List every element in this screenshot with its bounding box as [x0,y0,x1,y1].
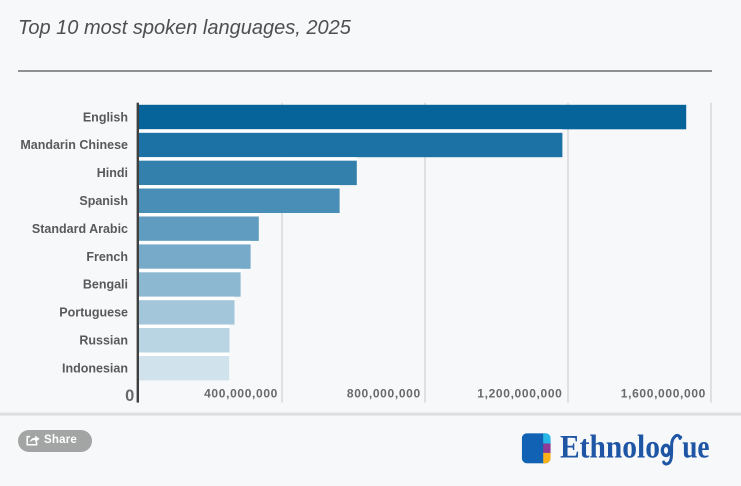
svg-text:Mandarin Chinese: Mandarin Chinese [20,138,128,152]
svg-text:Bengali: Bengali [83,278,128,292]
svg-text:Portuguese: Portuguese [59,306,128,320]
svg-text:Spanish: Spanish [79,194,128,208]
svg-text:English: English [83,110,128,124]
svg-text:0: 0 [125,387,135,405]
svg-text:French: French [86,250,128,264]
svg-text:ue: ue [682,433,709,465]
svg-text:800,000,000: 800,000,000 [347,387,421,401]
svg-text:Russian: Russian [79,334,128,348]
svg-text:Ethnolo: Ethnolo [560,433,660,465]
svg-text:Standard Arabic: Standard Arabic [32,222,128,236]
svg-text:1,200,000,000: 1,200,000,000 [477,387,562,401]
svg-text:400,000,000: 400,000,000 [204,387,278,401]
svg-text:Hindi: Hindi [97,166,128,180]
svg-text:1,600,000,000: 1,600,000,000 [621,387,706,401]
svg-text:Indonesian: Indonesian [62,361,128,375]
